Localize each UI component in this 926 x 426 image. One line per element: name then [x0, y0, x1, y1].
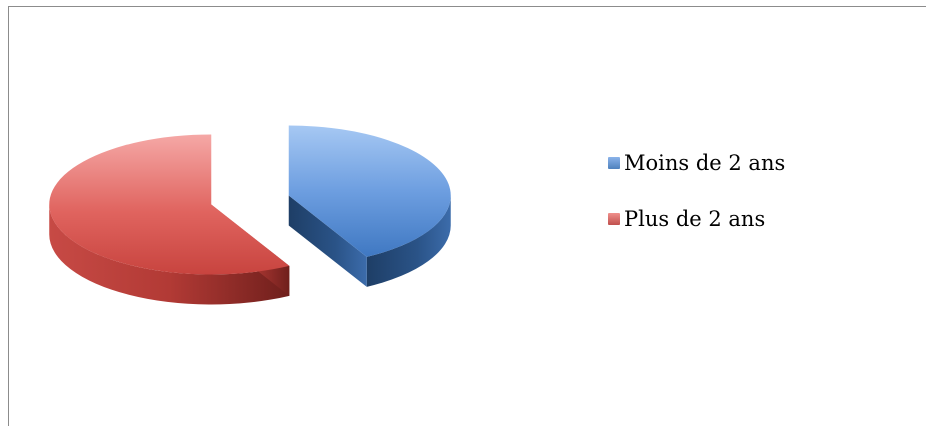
legend-swatch-red [608, 213, 620, 225]
legend-label: Plus de 2 ans [624, 207, 766, 231]
chart-frame [8, 6, 926, 426]
legend-swatch-blue [608, 157, 620, 169]
legend-label: Moins de 2 ans [624, 151, 786, 175]
pie-slice-side [49, 204, 290, 305]
pie-slice-plus-de-2-ans [49, 134, 290, 305]
pie-slice-top [49, 134, 290, 275]
chart-legend: Moins de 2 ans Plus de 2 ans [608, 148, 785, 260]
pie-slice-moins-de-2-ans [288, 125, 451, 287]
pie-slice-top [288, 125, 451, 257]
pie-chart [49, 125, 451, 305]
pie-slice-wall [288, 195, 367, 287]
legend-item-moins-de-2-ans: Moins de 2 ans [608, 148, 785, 178]
pie-slice-side [366, 195, 451, 287]
legend-item-plus-de-2-ans: Plus de 2 ans [608, 204, 785, 234]
